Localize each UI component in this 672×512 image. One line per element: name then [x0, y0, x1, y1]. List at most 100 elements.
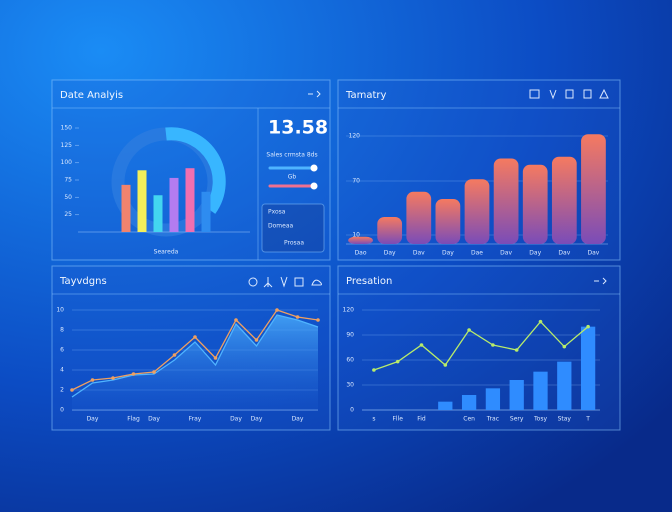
- point: [538, 319, 543, 324]
- x-tick-label: Day: [384, 250, 396, 257]
- y-tick-label: 125: [61, 142, 73, 149]
- x-axis-label: Seareda: [154, 249, 179, 256]
- x-tick-label: Cen: [463, 416, 475, 423]
- bar: [533, 371, 548, 410]
- y-tick-label: 60: [346, 357, 354, 364]
- point: [152, 370, 156, 374]
- bar: [185, 168, 195, 232]
- panel-title: Date Analyis: [60, 90, 123, 101]
- x-tick-label: Fray: [189, 416, 202, 423]
- x-tick-label: Day: [87, 416, 99, 423]
- metric-label: Sales crmsta 8ds: [266, 152, 317, 159]
- y-tick-label: 0: [350, 407, 354, 414]
- bar: [435, 199, 461, 244]
- y-tick-label: 10: [352, 232, 360, 239]
- x-tick-label: Day: [148, 416, 160, 423]
- panel: [337, 265, 621, 431]
- panel-icons[interactable]: [594, 277, 607, 285]
- point: [213, 356, 218, 360]
- bar: [201, 191, 211, 232]
- area: [72, 315, 318, 410]
- point: [514, 348, 519, 352]
- x-tick-label: Flag: [127, 416, 140, 423]
- line: [373, 320, 589, 371]
- y-tick-label: 50: [64, 194, 72, 201]
- bar: [485, 388, 501, 410]
- point: [172, 353, 177, 357]
- bar: [461, 395, 477, 410]
- point: [131, 372, 136, 376]
- x-tick-label: Dao: [355, 250, 367, 257]
- y-tick-label: 6: [60, 347, 64, 354]
- list-item[interactable]: Domeaa: [268, 223, 294, 230]
- point: [275, 308, 279, 312]
- x-tick-label: s: [372, 416, 375, 423]
- bar: [169, 177, 179, 232]
- x-tick-label: Day: [442, 250, 454, 257]
- y-tick-label: 90: [346, 332, 354, 339]
- point: [193, 335, 197, 339]
- list-box: [261, 203, 325, 253]
- y-tick-label: 120: [349, 133, 361, 140]
- point: [295, 315, 300, 319]
- x-tick-label: Dav: [500, 250, 512, 257]
- x-tick-label: Day: [230, 416, 242, 423]
- x-tick-label: Trac: [486, 416, 499, 423]
- point: [467, 328, 471, 332]
- x-tick-label: Flle: [392, 416, 403, 423]
- point: [90, 378, 95, 382]
- bar: [153, 195, 163, 232]
- slider-knob[interactable]: [310, 182, 318, 190]
- panel-icons[interactable]: [248, 88, 609, 288]
- donut-arc: [165, 127, 226, 214]
- bar: [580, 326, 596, 410]
- x-tick-label: Tosy: [533, 416, 547, 423]
- panel-title: Presation: [346, 276, 392, 287]
- y-tick-label: 120: [343, 307, 355, 314]
- panel-title: Tamatry: [345, 90, 386, 101]
- bar: [557, 361, 572, 410]
- panel-title: Tayvdgns: [59, 276, 107, 287]
- list-item[interactable]: Prosaa: [284, 240, 304, 247]
- y-tick-label: 4: [60, 367, 64, 374]
- bar: [406, 191, 432, 244]
- slider-knob[interactable]: [310, 164, 318, 172]
- x-tick-label: Dae: [471, 250, 483, 257]
- point: [316, 318, 320, 322]
- point: [254, 338, 259, 342]
- point: [491, 343, 495, 347]
- list-item[interactable]: Pxosa: [268, 209, 286, 216]
- bar: [348, 236, 373, 244]
- y-tick-label: 150: [61, 125, 73, 132]
- point: [234, 318, 238, 322]
- x-tick-label: Fid: [417, 416, 426, 423]
- point: [443, 363, 448, 367]
- point: [419, 343, 424, 347]
- y-tick-label: 10: [56, 307, 64, 314]
- slider-label: Gb: [288, 174, 297, 181]
- panel-icons[interactable]: [308, 90, 321, 98]
- point: [372, 368, 376, 372]
- y-tick-label: 25: [64, 211, 72, 218]
- bar: [581, 134, 606, 244]
- x-tick-label: Dav: [588, 250, 600, 257]
- x-tick-label: Sery: [510, 416, 524, 423]
- bar: [522, 164, 548, 244]
- bar: [137, 170, 147, 232]
- bar: [377, 217, 403, 244]
- point: [562, 344, 567, 349]
- point: [586, 324, 590, 329]
- y-tick-label: 8: [60, 327, 64, 334]
- bar: [551, 156, 577, 244]
- point: [395, 359, 400, 364]
- y-tick-label: 100: [61, 159, 73, 166]
- y-tick-label: 2: [60, 387, 64, 394]
- x-tick-label: Dav: [558, 250, 570, 257]
- y-tick-label: 70: [352, 178, 360, 185]
- x-tick-label: Day: [529, 250, 541, 257]
- y-tick-label: 0: [60, 407, 64, 414]
- metric: 13.58: [268, 117, 328, 139]
- x-tick-label: T: [585, 416, 590, 423]
- y-tick-label: 75: [64, 177, 72, 184]
